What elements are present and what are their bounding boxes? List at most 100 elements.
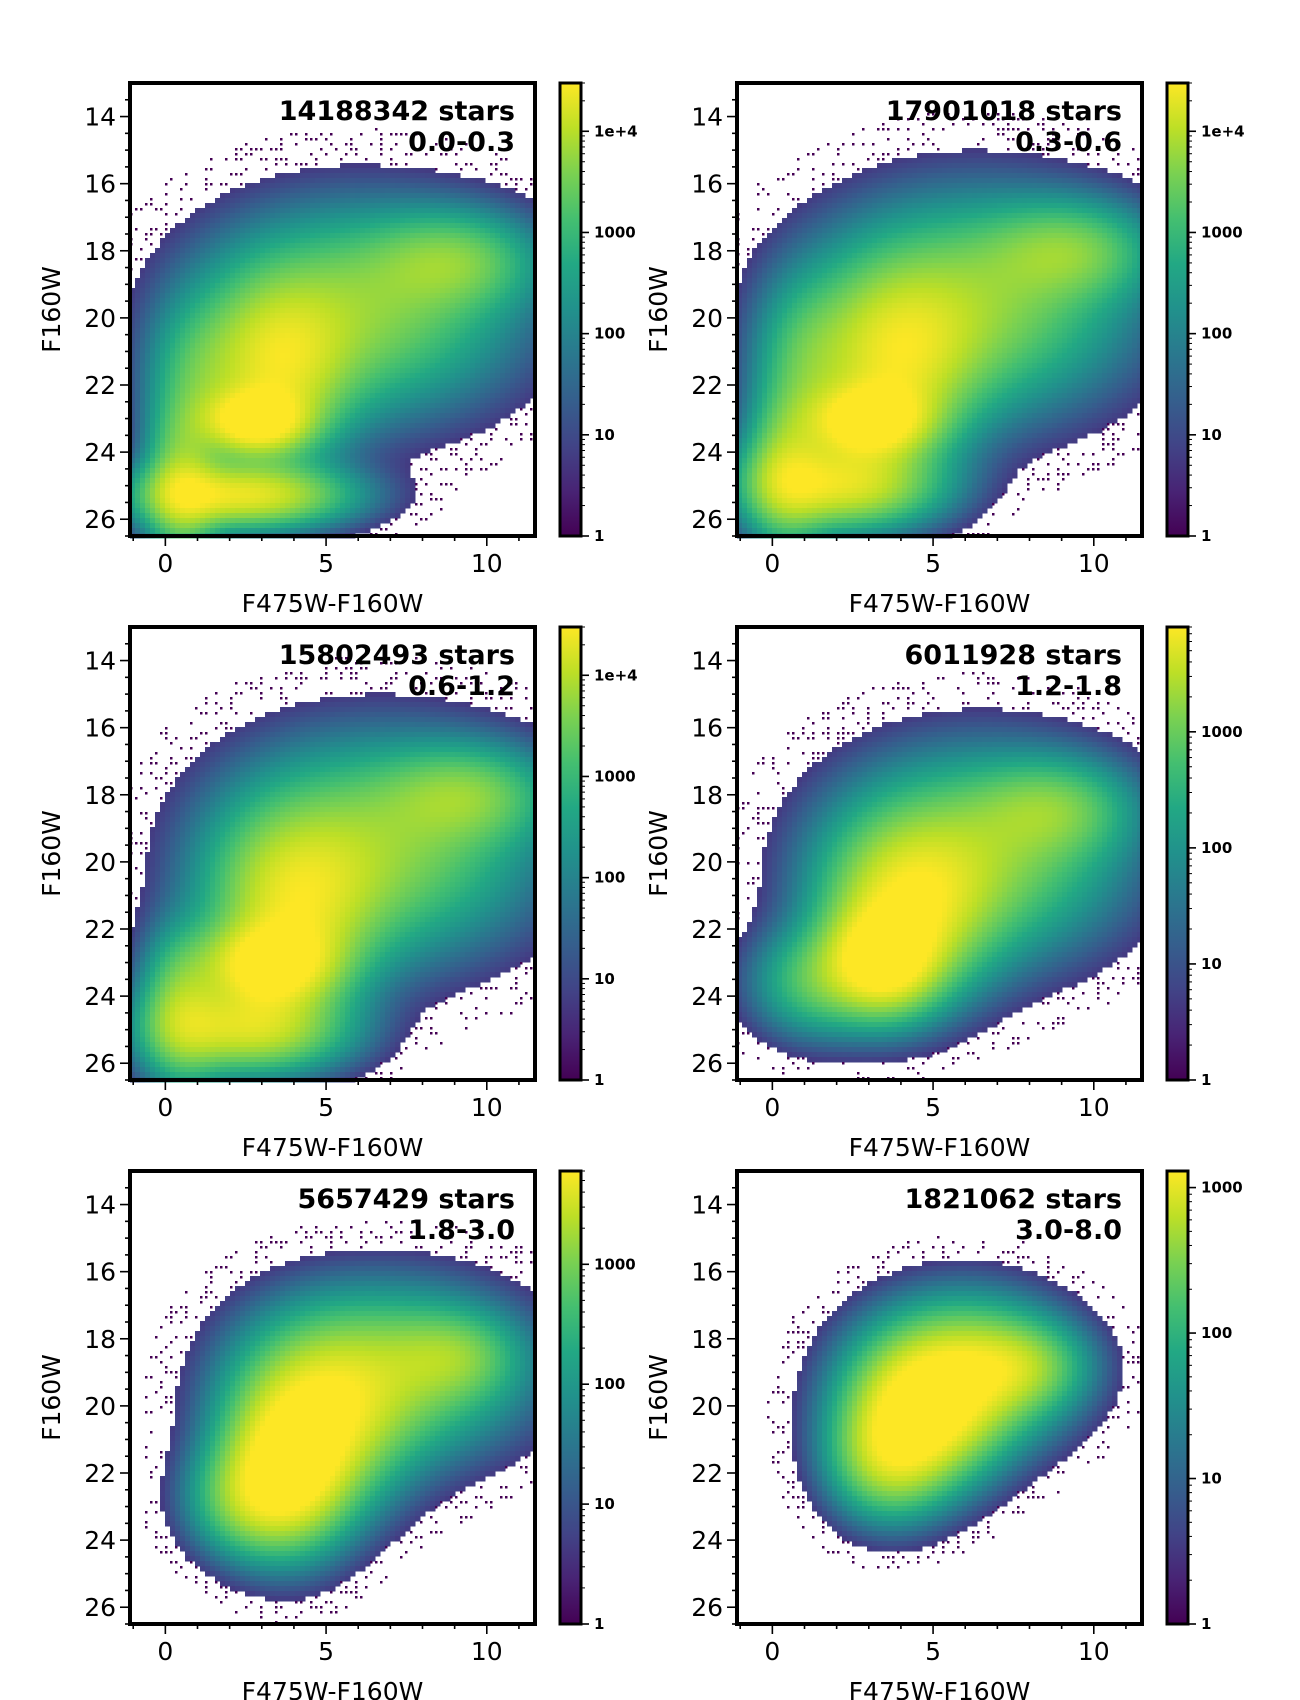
density-cell	[165, 368, 171, 374]
density-cell	[210, 448, 216, 454]
density-cell	[230, 328, 236, 334]
density-cell	[405, 248, 411, 254]
density-cell	[390, 323, 396, 329]
density-cell	[450, 213, 456, 219]
density-cell	[400, 228, 406, 234]
density-cell	[445, 183, 451, 189]
density-cell	[380, 408, 386, 414]
density-cell	[360, 203, 366, 209]
density-cell	[435, 218, 441, 224]
density-cell	[285, 418, 291, 424]
density-cell	[270, 358, 276, 364]
density-cell	[370, 373, 376, 379]
density-cell	[220, 418, 226, 424]
density-cell	[295, 488, 301, 494]
density-cell	[475, 193, 481, 199]
density-cell	[420, 428, 426, 434]
density-cell	[485, 203, 491, 209]
density-cell	[435, 143, 438, 146]
density-cell	[360, 238, 366, 244]
density-cell	[160, 258, 166, 264]
density-cell	[320, 218, 326, 224]
density-cell	[165, 308, 171, 314]
density-cell	[450, 483, 453, 486]
density-cell	[140, 338, 146, 344]
density-cell	[485, 418, 491, 424]
density-cell	[255, 443, 261, 449]
density-cell	[290, 358, 296, 364]
density-cell	[375, 228, 381, 234]
density-cell	[185, 413, 191, 419]
density-cell	[380, 333, 386, 339]
density-cell	[275, 213, 281, 219]
density-cell	[275, 308, 281, 314]
density-cell	[315, 273, 321, 279]
density-cell	[380, 353, 386, 359]
density-cell	[305, 323, 311, 329]
density-cell	[325, 208, 331, 214]
density-cell	[405, 173, 411, 179]
density-cell	[305, 268, 311, 274]
density-cell	[265, 493, 271, 499]
density-cell	[155, 373, 161, 379]
density-cell	[475, 228, 481, 234]
density-cell	[400, 238, 406, 244]
density-cell	[330, 323, 336, 329]
density-cell	[290, 178, 296, 184]
density-cell	[145, 403, 151, 409]
density-cell	[435, 288, 441, 294]
density-cell	[335, 183, 341, 189]
density-cell	[480, 193, 486, 199]
density-cell	[435, 333, 441, 339]
density-cell	[270, 528, 276, 534]
density-cell	[480, 228, 486, 234]
density-cell	[200, 423, 206, 429]
density-cell	[235, 388, 241, 394]
density-cell	[330, 178, 336, 184]
density-cell	[400, 498, 406, 504]
density-cell	[305, 173, 311, 179]
density-cell	[380, 438, 386, 444]
density-cell	[235, 338, 241, 344]
density-cell	[470, 293, 476, 299]
density-cell	[245, 188, 251, 194]
density-cell	[470, 263, 476, 269]
density-cell	[490, 463, 493, 466]
density-cell	[270, 233, 276, 239]
density-cell	[395, 493, 401, 499]
density-cell	[365, 243, 371, 249]
density-cell	[395, 433, 401, 439]
density-cell	[245, 248, 251, 254]
density-cell	[345, 213, 351, 219]
density-cell	[410, 248, 416, 254]
density-cell	[365, 338, 371, 344]
density-cell	[325, 293, 331, 299]
density-cell	[420, 443, 426, 449]
density-cell	[190, 463, 196, 469]
density-cell	[250, 458, 256, 464]
density-cell	[225, 278, 231, 284]
density-cell	[355, 303, 361, 309]
density-cell	[275, 518, 281, 524]
density-cell	[285, 503, 291, 509]
density-cell	[165, 428, 171, 434]
density-cell	[360, 348, 366, 354]
density-cell	[375, 458, 381, 464]
density-cell	[350, 488, 356, 494]
density-cell	[145, 268, 151, 274]
density-cell	[185, 483, 191, 489]
density-cell	[295, 193, 301, 199]
density-cell	[285, 298, 291, 304]
density-cell	[485, 193, 491, 199]
density-cell	[435, 203, 441, 209]
density-cell	[220, 423, 226, 429]
density-cell	[245, 308, 251, 314]
density-cell	[300, 273, 306, 279]
density-cell	[275, 318, 281, 324]
density-cell	[265, 378, 271, 384]
density-cell	[465, 373, 471, 379]
density-cell	[295, 328, 301, 334]
density-cell	[260, 358, 266, 364]
density-cell	[235, 413, 241, 419]
density-cell	[215, 493, 221, 499]
